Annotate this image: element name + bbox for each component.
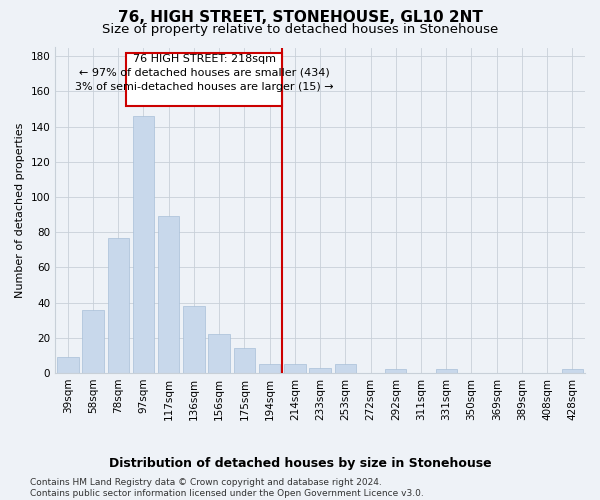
Bar [158,216,179,373]
Bar [82,310,104,373]
Bar [562,370,583,373]
Bar [107,238,129,373]
Text: 76, HIGH STREET, STONEHOUSE, GL10 2NT: 76, HIGH STREET, STONEHOUSE, GL10 2NT [118,10,482,25]
Bar [133,116,154,373]
Bar [284,364,305,373]
Text: Size of property relative to detached houses in Stonehouse: Size of property relative to detached ho… [102,22,498,36]
Bar [259,364,280,373]
Bar [310,368,331,373]
Bar [385,370,406,373]
Y-axis label: Number of detached properties: Number of detached properties [15,122,25,298]
Bar [233,348,255,373]
Text: 76 HIGH STREET: 218sqm
← 97% of detached houses are smaller (434)
3% of semi-det: 76 HIGH STREET: 218sqm ← 97% of detached… [75,54,334,92]
Text: Contains HM Land Registry data © Crown copyright and database right 2024.
Contai: Contains HM Land Registry data © Crown c… [30,478,424,498]
Bar [183,306,205,373]
Bar [335,364,356,373]
Bar [436,370,457,373]
Bar [57,357,79,373]
Text: Distribution of detached houses by size in Stonehouse: Distribution of detached houses by size … [109,458,491,470]
Bar [126,53,282,106]
Bar [208,334,230,373]
